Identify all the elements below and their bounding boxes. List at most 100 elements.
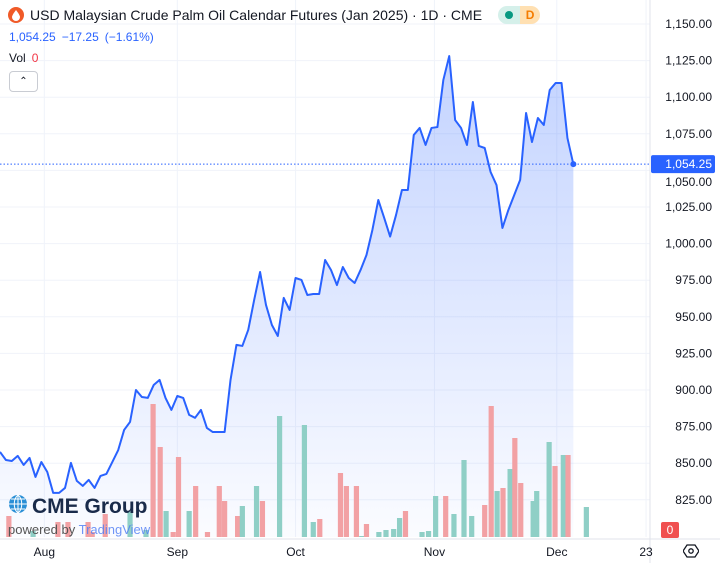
y-tick-label: 1,150.00: [665, 17, 712, 31]
volume-bar: [235, 516, 241, 537]
volume-bar: [500, 488, 506, 537]
volume-bar: [419, 532, 425, 537]
y-tick-label: 1,075.00: [665, 127, 712, 141]
last-price: 1,054.25: [9, 30, 56, 44]
volume-bar: [353, 486, 360, 537]
volume-bar: [317, 519, 323, 537]
chart-settings-button[interactable]: [682, 543, 700, 564]
y-tick-label: 900.00: [675, 383, 712, 397]
volume-bar: [396, 518, 403, 537]
volume-bar: [359, 536, 365, 537]
volume-bar: [565, 455, 571, 537]
price-change-percent: (−1.61%): [104, 30, 154, 44]
cme-tradingview-logo[interactable]: CME Group powered by TradingView: [8, 494, 150, 537]
volume-bar: [583, 507, 589, 537]
last-price-label: 1,054.25: [665, 157, 712, 171]
volume-bar: [482, 505, 488, 537]
y-tick-label: 925.00: [675, 346, 712, 360]
globe-icon: [8, 494, 28, 520]
market-open-status-icon[interactable]: [498, 6, 521, 24]
delayed-data-badge[interactable]: D: [520, 6, 541, 24]
volume-bar: [310, 522, 316, 537]
price-change: −17.25: [61, 30, 99, 44]
volume-bar: [552, 466, 558, 537]
volume-bar: [560, 455, 566, 537]
platform-name: TradingView: [78, 522, 151, 537]
volume-bar: [127, 511, 133, 537]
chevron-up-icon: ⌃: [19, 76, 28, 87]
y-tick-label: 950.00: [675, 310, 712, 324]
volume-bar: [469, 516, 475, 537]
volume-bar: [488, 406, 494, 537]
x-tick-label: Aug: [34, 545, 55, 559]
volume-bar: [143, 530, 149, 537]
volume-bar: [85, 522, 91, 537]
price-area: [0, 56, 574, 538]
volume-bar: [102, 514, 108, 537]
volume-bar: [494, 491, 500, 537]
volume-bar: [433, 496, 439, 537]
volume-bar: [461, 460, 467, 537]
volume-bar: [239, 506, 245, 537]
volume-label: Vol: [9, 51, 26, 65]
volume-bar: [30, 531, 36, 537]
x-tick-label: Nov: [424, 545, 445, 559]
x-tick-label: 23: [639, 545, 653, 559]
y-tick-label: 1,000.00: [665, 237, 712, 251]
y-tick-label: 1,125.00: [665, 54, 712, 68]
brand-name: CME Group: [32, 495, 148, 518]
volume-bar: [425, 531, 432, 537]
volume-bar: [518, 483, 524, 537]
volume-bar: [216, 486, 222, 537]
settings-icon: [682, 544, 700, 558]
volume-label-bg: [661, 522, 679, 538]
volume-bar: [376, 532, 382, 537]
volume-bar: [163, 511, 169, 537]
volume-bar: [150, 404, 156, 537]
y-tick-label: 875.00: [675, 420, 712, 434]
x-tick-label: Sep: [167, 545, 189, 559]
volume-bar: [451, 514, 457, 537]
y-tick-label: 825.00: [675, 493, 712, 507]
last-price-dot: [570, 161, 577, 168]
volume-bar: [175, 457, 182, 537]
volume-bar: [530, 501, 536, 537]
volume-bar: [443, 496, 449, 537]
volume-bar: [383, 530, 389, 537]
price-readout: 1,054.25 −17.25 (−1.61%): [9, 30, 160, 44]
volume-bar: [157, 447, 163, 537]
volume-bar: [253, 486, 260, 537]
volume-bar: [89, 532, 95, 537]
symbol-title[interactable]: USD Malaysian Crude Palm Oil Calendar Fu…: [30, 7, 483, 23]
volume-bar: [363, 524, 370, 537]
volume-bar: [343, 486, 349, 537]
volume-bar: [65, 522, 71, 537]
last-price-label-bg: [651, 155, 715, 174]
volume-bar: [276, 416, 283, 537]
volume-bar: [534, 491, 540, 537]
volume-bar: [337, 473, 344, 537]
volume-axis-label: 0: [667, 523, 674, 537]
y-tick-label: 1,050.00: [665, 175, 712, 189]
y-tick-label: 1,100.00: [665, 90, 712, 104]
x-tick-label: Oct: [286, 545, 305, 559]
volume-bar: [186, 511, 192, 537]
y-tick-label: 850.00: [675, 456, 712, 470]
volume-bar: [512, 438, 518, 537]
powered-by-text: powered by: [8, 522, 76, 537]
volume-legend: Vol 0: [9, 51, 38, 65]
volume-bar: [402, 511, 409, 537]
volume-bar: [507, 469, 513, 537]
volume-bar: [391, 529, 397, 537]
volume-bar: [259, 501, 266, 537]
collapse-legend-button[interactable]: ⌃: [9, 71, 38, 92]
volume-bar: [222, 501, 228, 537]
volume-bar: [546, 442, 552, 537]
palm-oil-drop-icon: [8, 7, 24, 23]
volume-bar: [170, 532, 176, 537]
volume-bar: [6, 516, 12, 537]
volume-bar: [193, 486, 199, 537]
y-tick-label: 975.00: [675, 273, 712, 287]
chart-legend: USD Malaysian Crude Palm Oil Calendar Fu…: [8, 6, 541, 24]
